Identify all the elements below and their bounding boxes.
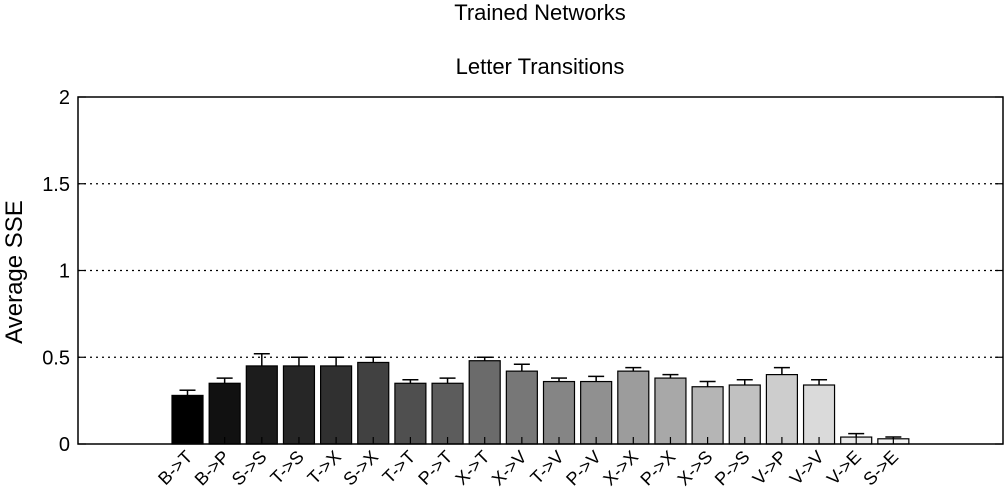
x-tick-label: S->E bbox=[859, 447, 902, 490]
x-tick-label: S->S bbox=[228, 447, 271, 490]
x-tick-label: P->T bbox=[414, 447, 456, 489]
bar bbox=[394, 382, 427, 445]
chart-supertitle: Trained Networks bbox=[454, 0, 626, 25]
bar bbox=[282, 365, 316, 445]
bar bbox=[617, 370, 650, 445]
bar bbox=[654, 377, 687, 445]
y-axis-label: Average SSE bbox=[1, 200, 28, 344]
bar bbox=[802, 384, 836, 445]
y-tick-label: 1 bbox=[59, 261, 70, 283]
bars bbox=[171, 360, 910, 445]
y-tick-label: 1.5 bbox=[42, 174, 70, 196]
y-tick-label: 2 bbox=[59, 87, 70, 109]
x-tick-label: X->V bbox=[488, 447, 531, 490]
x-tick-label: P->X bbox=[636, 447, 679, 490]
bar bbox=[542, 380, 576, 445]
bar bbox=[357, 361, 390, 445]
x-tick-label: V->E bbox=[823, 447, 865, 489]
bar bbox=[320, 365, 353, 445]
x-tick-label: B->P bbox=[191, 447, 234, 490]
bar bbox=[468, 360, 501, 445]
bar bbox=[580, 380, 613, 445]
x-tick-label: S->X bbox=[339, 447, 382, 490]
error-bars bbox=[179, 353, 902, 439]
y-tick-label: 0 bbox=[59, 434, 70, 456]
grid-lines bbox=[78, 183, 1003, 358]
x-tick-label: X->T bbox=[451, 447, 493, 489]
x-tick-label: V->P bbox=[749, 447, 791, 489]
bar bbox=[505, 370, 538, 445]
y-tick-label: 0.5 bbox=[42, 347, 70, 369]
x-tick-label: T->V bbox=[526, 447, 567, 488]
bar bbox=[728, 384, 761, 445]
x-tick-label: T->S bbox=[266, 447, 307, 488]
bar bbox=[431, 382, 464, 445]
bar bbox=[171, 394, 204, 445]
x-ticks: B->TB->PS->ST->ST->XS->XT->TP->TX->TX->V… bbox=[154, 437, 902, 489]
bar bbox=[691, 386, 724, 445]
x-tick-label: X->S bbox=[674, 447, 717, 490]
x-tick-label: V->V bbox=[786, 447, 828, 489]
x-tick-label: T->X bbox=[304, 447, 345, 488]
y-ticks: 0 0.5 1 1.5 2 bbox=[42, 87, 1003, 456]
x-tick-label: T->T bbox=[379, 447, 420, 488]
x-tick-label: P->S bbox=[711, 447, 754, 490]
x-tick-label: X->X bbox=[599, 447, 642, 490]
x-tick-label: B->T bbox=[154, 447, 196, 489]
bar bbox=[208, 382, 241, 445]
bar bbox=[245, 365, 278, 445]
bar bbox=[765, 374, 799, 445]
chart-title: Letter Transitions bbox=[456, 54, 625, 79]
x-tick-label: P->V bbox=[562, 447, 605, 490]
